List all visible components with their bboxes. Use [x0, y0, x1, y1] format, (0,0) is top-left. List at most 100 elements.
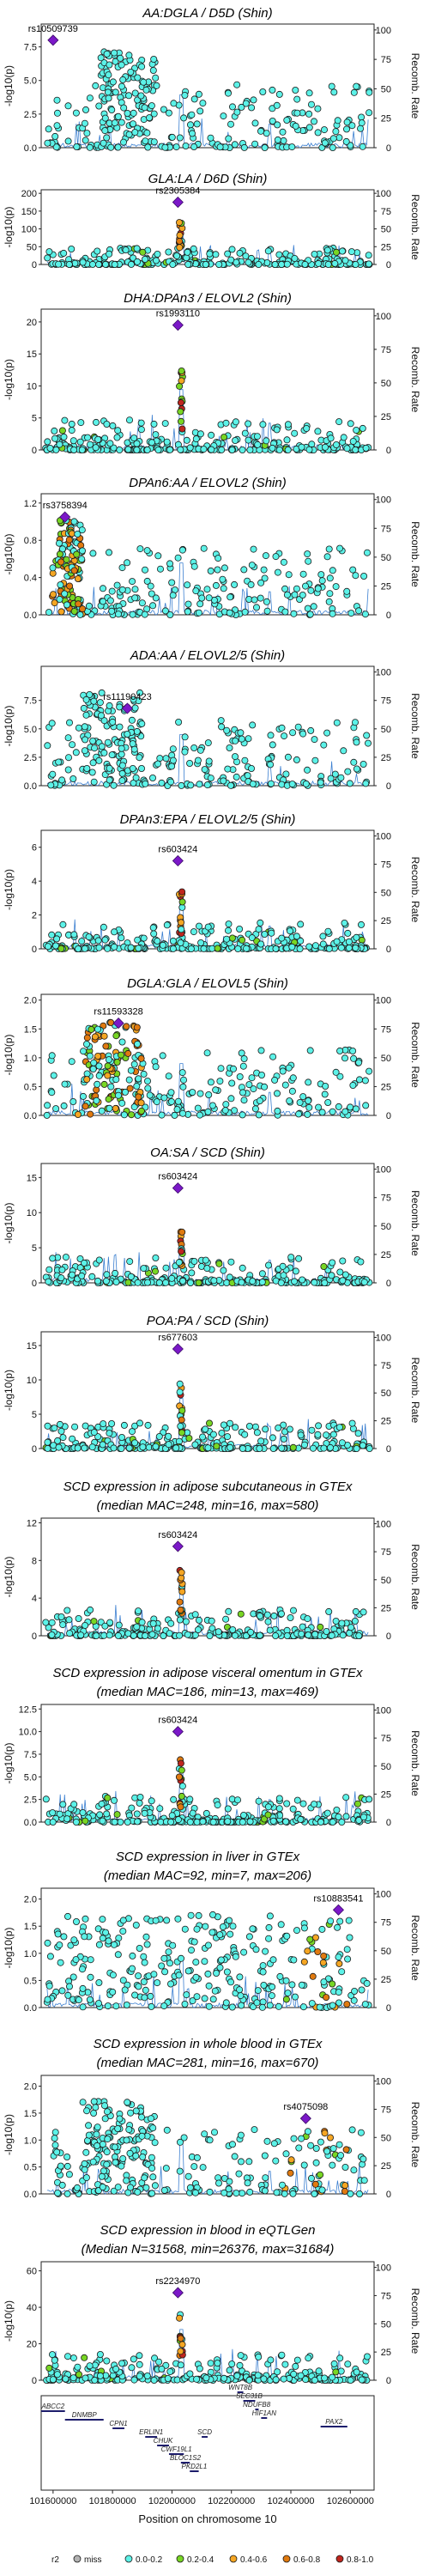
- snp-point: [296, 1099, 304, 1107]
- x-tick-label: 102400000: [267, 2496, 314, 2506]
- snp-point: [53, 2371, 61, 2379]
- snp-point: [271, 260, 279, 268]
- snp-point: [320, 1952, 328, 1959]
- snp-point: [90, 1618, 98, 1625]
- snp-point: [226, 2178, 233, 2185]
- y-tick-label: 0.8: [24, 536, 37, 546]
- snp-point: [325, 545, 333, 553]
- snp-point: [252, 1946, 260, 1953]
- snp-point: [70, 447, 78, 454]
- panel-title: SCD expression in whole blood in GTEx: [94, 2037, 323, 2051]
- snp-point: [177, 1803, 184, 1811]
- snp-point: [82, 1915, 89, 1923]
- snp-point: [143, 129, 151, 137]
- snp-point: [275, 1425, 282, 1432]
- snp-point: [288, 781, 296, 788]
- panel-title: ADA:AA / ELOVL2/5 (Shin): [130, 648, 285, 663]
- snp-point: [130, 780, 137, 787]
- snp-point: [165, 248, 172, 256]
- snp-point: [320, 1444, 328, 1452]
- snp-point: [142, 1986, 149, 1994]
- snp-point: [305, 1631, 312, 1639]
- snp-point: [317, 779, 324, 787]
- snp-point: [58, 1266, 66, 1273]
- snp-point: [261, 574, 269, 582]
- snp-point: [79, 2099, 87, 2106]
- snp-point: [299, 592, 306, 599]
- snp-point: [289, 1805, 297, 1813]
- snp-point: [228, 934, 236, 942]
- snp-point: [282, 1818, 290, 1826]
- snp-point: [82, 106, 90, 113]
- snp-point: [69, 1973, 77, 1981]
- snp-point: [241, 1431, 249, 1438]
- y-axis-label: -log10(p): [3, 1742, 15, 1783]
- snp-point: [153, 1098, 160, 1106]
- snp-point: [125, 131, 133, 138]
- snp-point: [111, 928, 118, 936]
- snp-point: [89, 1066, 97, 1073]
- snp-point: [251, 1423, 259, 1431]
- snp-point: [143, 2372, 151, 2379]
- snp-point: [293, 756, 300, 763]
- snp-point: [69, 1098, 77, 1106]
- snp-point: [106, 440, 114, 447]
- gene-track: ABCC2DNMBPCPN1ERLIN1CHUKCWF19L1BLOC1S2PK…: [40, 2384, 375, 2491]
- snp-point: [113, 581, 121, 589]
- snp-point: [245, 1423, 253, 1431]
- snp-point: [131, 1991, 139, 1999]
- snp-point: [199, 100, 207, 107]
- snp-point: [104, 2108, 112, 2116]
- snp-point: [260, 2375, 268, 2383]
- snp-point: [178, 1766, 185, 1774]
- regional-plot-panel: DHA:DPAn3 / ELOVL2 (Shin)051015200255075…: [3, 291, 421, 456]
- snp-point: [341, 2163, 349, 2171]
- snp-point: [118, 750, 125, 758]
- snp-point: [206, 1632, 214, 1640]
- snp-point: [194, 1104, 202, 1112]
- snp-point: [96, 699, 104, 707]
- snp-point: [201, 1995, 208, 2002]
- snp-point: [306, 1047, 314, 1054]
- snp-point: [341, 2182, 349, 2190]
- snp-point: [94, 2142, 101, 2149]
- snp-point: [253, 433, 261, 440]
- snp-point: [326, 2134, 334, 2142]
- snp-point: [51, 2129, 59, 2136]
- snp-point: [150, 1971, 158, 1978]
- snp-point: [47, 781, 55, 789]
- snp-point: [233, 2190, 240, 2197]
- snp-point: [186, 444, 194, 452]
- y2-tick-label: 50: [381, 888, 391, 898]
- snp-point: [44, 1422, 51, 1430]
- snp-point: [206, 250, 214, 258]
- y2-tick-label: 100: [376, 2077, 391, 2087]
- snp-point: [310, 1801, 317, 1808]
- snp-point: [178, 898, 186, 906]
- snp-point: [147, 582, 154, 590]
- snp-point: [301, 582, 309, 590]
- snp-point: [182, 1618, 190, 1625]
- y-tick-label: 0.4: [24, 574, 37, 584]
- snp-point: [266, 1912, 274, 1920]
- snp-point: [154, 250, 161, 258]
- snp-point: [347, 610, 355, 617]
- snp-point: [279, 1067, 287, 1075]
- y2-tick-label: 75: [381, 860, 391, 870]
- snp-point: [196, 1090, 204, 1097]
- snp-point: [123, 1023, 130, 1030]
- snp-point: [204, 1970, 212, 1978]
- x-tick-label: 101600000: [29, 2496, 76, 2506]
- snp-point: [239, 447, 246, 454]
- snp-point: [275, 1805, 283, 1813]
- y-tick-label: 1.5: [24, 1922, 37, 1932]
- snp-point: [340, 434, 347, 441]
- snp-point: [247, 580, 255, 588]
- snp-point: [253, 1999, 261, 2007]
- snp-point: [214, 945, 221, 952]
- snp-point: [124, 446, 132, 453]
- snp-point: [186, 2184, 194, 2191]
- snp-point: [241, 608, 249, 616]
- y2-axis-label: Recomb. Rate: [409, 1190, 421, 1256]
- snp-point: [60, 1933, 68, 1941]
